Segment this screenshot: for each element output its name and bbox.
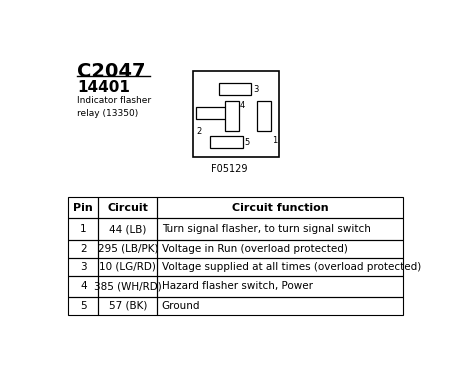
Text: 44 (LB): 44 (LB) — [109, 224, 146, 234]
Bar — [225, 101, 239, 131]
Text: 1: 1 — [80, 224, 86, 234]
Text: 3: 3 — [252, 85, 257, 94]
Text: Turn signal flasher, to turn signal switch: Turn signal flasher, to turn signal swit… — [161, 224, 369, 234]
Bar — [210, 136, 242, 148]
Text: F05129: F05129 — [210, 164, 247, 174]
Bar — [68, 258, 98, 276]
Bar — [68, 276, 98, 297]
Bar — [68, 218, 98, 240]
Bar — [68, 240, 98, 258]
Text: Ground: Ground — [161, 301, 200, 311]
Bar — [98, 276, 157, 297]
Bar — [98, 218, 157, 240]
Bar — [98, 297, 157, 315]
Text: Indicator flasher
relay (13350): Indicator flasher relay (13350) — [77, 96, 151, 118]
Bar — [157, 218, 403, 240]
Bar — [98, 240, 157, 258]
Text: Pin: Pin — [73, 203, 93, 213]
Text: Hazard flasher switch, Power: Hazard flasher switch, Power — [161, 281, 312, 291]
Text: 10 (LG/RD): 10 (LG/RD) — [99, 262, 156, 271]
Bar — [218, 83, 251, 95]
Bar — [157, 240, 403, 258]
Text: 2: 2 — [80, 244, 86, 254]
Text: Voltage supplied at all times (overload protected): Voltage supplied at all times (overload … — [161, 262, 420, 271]
Text: 1: 1 — [271, 136, 276, 144]
Text: 3: 3 — [80, 262, 86, 271]
Text: Circuit: Circuit — [107, 203, 148, 213]
Text: 295 (LB/PK): 295 (LB/PK) — [97, 244, 158, 254]
Bar — [157, 197, 403, 218]
Bar — [157, 258, 403, 276]
Text: 5: 5 — [244, 138, 249, 147]
Text: 14401: 14401 — [77, 80, 130, 95]
Text: Voltage in Run (overload protected): Voltage in Run (overload protected) — [161, 244, 347, 254]
Bar — [98, 258, 157, 276]
Text: 57 (BK): 57 (BK) — [108, 301, 147, 311]
Bar — [68, 197, 98, 218]
Bar — [196, 107, 226, 119]
Bar — [157, 297, 403, 315]
Bar — [157, 276, 403, 297]
Text: 4: 4 — [240, 101, 245, 110]
Text: C2047: C2047 — [77, 62, 146, 81]
Bar — [68, 297, 98, 315]
Text: 4: 4 — [80, 281, 86, 291]
Bar — [98, 197, 157, 218]
Bar — [193, 71, 278, 157]
Bar — [257, 101, 270, 131]
Text: 2: 2 — [196, 127, 201, 136]
Text: 385 (WH/RD): 385 (WH/RD) — [94, 281, 162, 291]
Text: 5: 5 — [80, 301, 86, 311]
Text: Circuit function: Circuit function — [231, 203, 328, 213]
